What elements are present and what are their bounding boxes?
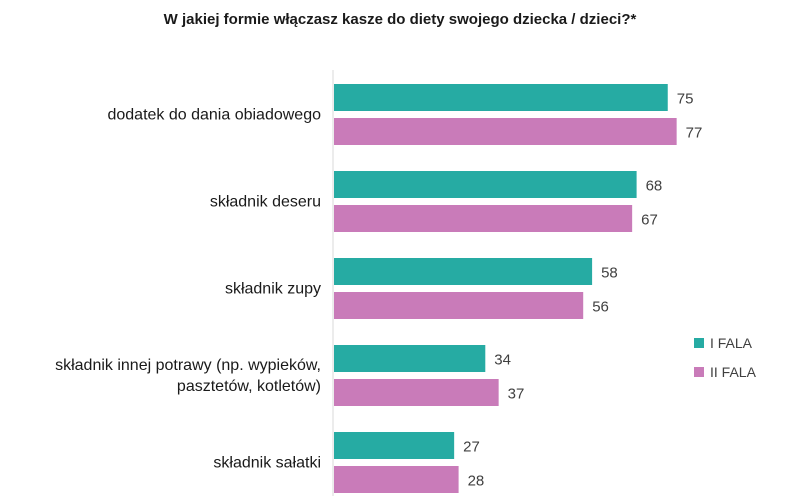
bars-group: dodatek do dania obiadowego 75 77 składnik … [55, 84, 702, 493]
category-label-line: składnik sałatki [213, 455, 321, 472]
category-label: składnik deseru [210, 194, 321, 211]
legend-swatch [694, 367, 704, 377]
category-label: składnik sałatki [213, 455, 321, 472]
data-label: 67 [641, 212, 658, 229]
category-label: składnik innej potrawy (np. wypieków, pas… [55, 357, 321, 395]
data-label: 58 [601, 265, 618, 282]
category-label-line: składnik deseru [210, 194, 321, 211]
category-label-line: pasztetów, kotletów) [177, 378, 321, 395]
category-label-line: składnik zupy [225, 281, 321, 298]
bar-series-2 [334, 205, 633, 232]
legend-entry: I FALA [710, 335, 753, 351]
data-label: 56 [592, 299, 609, 316]
data-label: 77 [686, 125, 703, 142]
bar-series-2 [334, 466, 459, 493]
category-label: dodatek do dania obiadowego [107, 107, 321, 124]
data-label: 75 [677, 91, 694, 108]
category-label-line: składnik innej potrawy (np. wypieków, [55, 357, 321, 374]
bar-series-1 [334, 84, 668, 111]
data-label: 28 [468, 473, 485, 490]
data-label: 27 [463, 439, 480, 456]
bar-series-2 [334, 379, 499, 406]
bar-series-1 [334, 432, 455, 459]
category-label-line: dodatek do dania obiadowego [107, 107, 321, 124]
category-label: składnik zupy [225, 281, 321, 298]
chart-title: W jakiej formie włączasz kasze do diety … [164, 11, 637, 28]
bar-series-1 [334, 171, 637, 198]
bar-series-2 [334, 292, 584, 319]
legend-swatch [694, 338, 704, 348]
data-label: 37 [508, 386, 525, 403]
legend: I FALA II FALA [694, 335, 757, 380]
data-label: 68 [646, 178, 663, 195]
data-label: 34 [494, 352, 511, 369]
bar-series-1 [334, 258, 593, 285]
legend-entry: II FALA [710, 364, 757, 380]
bar-series-1 [334, 345, 486, 372]
bar-series-2 [334, 118, 677, 145]
